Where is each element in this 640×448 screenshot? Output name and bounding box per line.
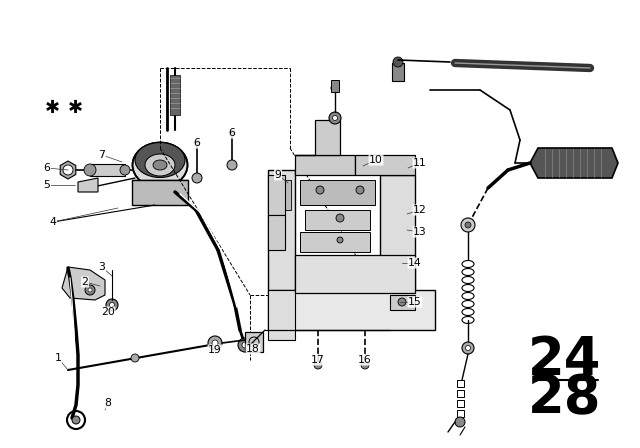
Polygon shape	[390, 295, 415, 310]
Bar	[295, 255, 415, 293]
Circle shape	[208, 336, 222, 350]
Bar	[245, 332, 263, 352]
Circle shape	[356, 186, 364, 194]
Text: 13: 13	[413, 227, 427, 237]
Polygon shape	[355, 155, 415, 175]
Circle shape	[84, 164, 96, 176]
Polygon shape	[295, 120, 340, 155]
Circle shape	[333, 116, 337, 121]
Text: 24: 24	[528, 334, 602, 386]
Circle shape	[314, 361, 322, 369]
Circle shape	[72, 416, 80, 424]
Text: ✱: ✱	[44, 99, 60, 117]
Circle shape	[331, 84, 339, 92]
Circle shape	[462, 342, 474, 354]
Circle shape	[242, 342, 248, 348]
Ellipse shape	[153, 160, 167, 170]
Polygon shape	[62, 267, 105, 300]
Circle shape	[393, 57, 403, 67]
Bar	[170, 75, 180, 115]
Text: 28: 28	[528, 372, 602, 424]
Text: 18: 18	[246, 344, 260, 354]
Text: 14: 14	[408, 258, 422, 268]
Circle shape	[120, 165, 130, 175]
Circle shape	[85, 285, 95, 295]
Text: 5: 5	[44, 180, 51, 190]
Circle shape	[455, 417, 465, 427]
Bar	[300, 232, 370, 252]
Circle shape	[337, 237, 343, 243]
Ellipse shape	[145, 154, 175, 176]
Text: 6: 6	[228, 128, 236, 138]
Polygon shape	[268, 170, 295, 290]
Ellipse shape	[132, 142, 188, 188]
Bar	[331, 80, 339, 92]
Bar	[90, 164, 125, 176]
Circle shape	[88, 288, 92, 292]
Bar	[392, 63, 404, 81]
Circle shape	[192, 173, 202, 183]
Text: 16: 16	[358, 355, 372, 365]
Ellipse shape	[462, 260, 474, 267]
Circle shape	[227, 160, 237, 170]
Circle shape	[398, 298, 406, 306]
Text: 2: 2	[81, 277, 88, 287]
Polygon shape	[268, 290, 295, 340]
Circle shape	[109, 302, 115, 307]
Circle shape	[194, 140, 200, 146]
Bar	[132, 180, 188, 205]
Circle shape	[329, 112, 341, 124]
Circle shape	[336, 214, 344, 222]
Ellipse shape	[462, 316, 474, 323]
Bar	[305, 210, 370, 230]
Polygon shape	[60, 161, 76, 179]
Polygon shape	[78, 178, 98, 192]
Ellipse shape	[462, 309, 474, 315]
Bar	[300, 180, 375, 205]
Circle shape	[229, 130, 235, 136]
Ellipse shape	[462, 293, 474, 300]
Text: 6: 6	[44, 163, 51, 173]
Text: 1: 1	[54, 353, 61, 363]
Circle shape	[316, 186, 324, 194]
Text: 20: 20	[101, 307, 115, 317]
Text: 9: 9	[275, 170, 282, 180]
Text: ✱: ✱	[67, 99, 83, 117]
Circle shape	[212, 340, 218, 346]
Circle shape	[238, 338, 252, 352]
Ellipse shape	[462, 301, 474, 307]
Text: 15: 15	[408, 297, 422, 307]
Circle shape	[106, 299, 118, 311]
Text: 10: 10	[369, 155, 383, 165]
Circle shape	[131, 354, 139, 362]
Polygon shape	[268, 215, 285, 250]
Text: 12: 12	[413, 205, 427, 215]
Ellipse shape	[462, 276, 474, 284]
Ellipse shape	[462, 268, 474, 276]
Polygon shape	[272, 180, 291, 210]
Polygon shape	[530, 148, 618, 178]
Circle shape	[465, 345, 470, 350]
Text: 8: 8	[104, 398, 111, 408]
Circle shape	[461, 218, 475, 232]
Text: 4: 4	[49, 217, 56, 227]
Text: 11: 11	[413, 158, 427, 168]
Polygon shape	[268, 290, 435, 330]
Polygon shape	[380, 175, 415, 290]
Ellipse shape	[462, 284, 474, 292]
Text: 17: 17	[311, 355, 325, 365]
Circle shape	[361, 361, 369, 369]
Text: 3: 3	[99, 262, 106, 272]
Polygon shape	[295, 155, 355, 175]
Text: 6: 6	[193, 138, 200, 148]
Circle shape	[63, 165, 73, 175]
Text: 19: 19	[208, 345, 222, 355]
Ellipse shape	[135, 142, 185, 177]
Polygon shape	[268, 175, 285, 215]
Circle shape	[465, 222, 471, 228]
Text: 7: 7	[99, 150, 106, 160]
